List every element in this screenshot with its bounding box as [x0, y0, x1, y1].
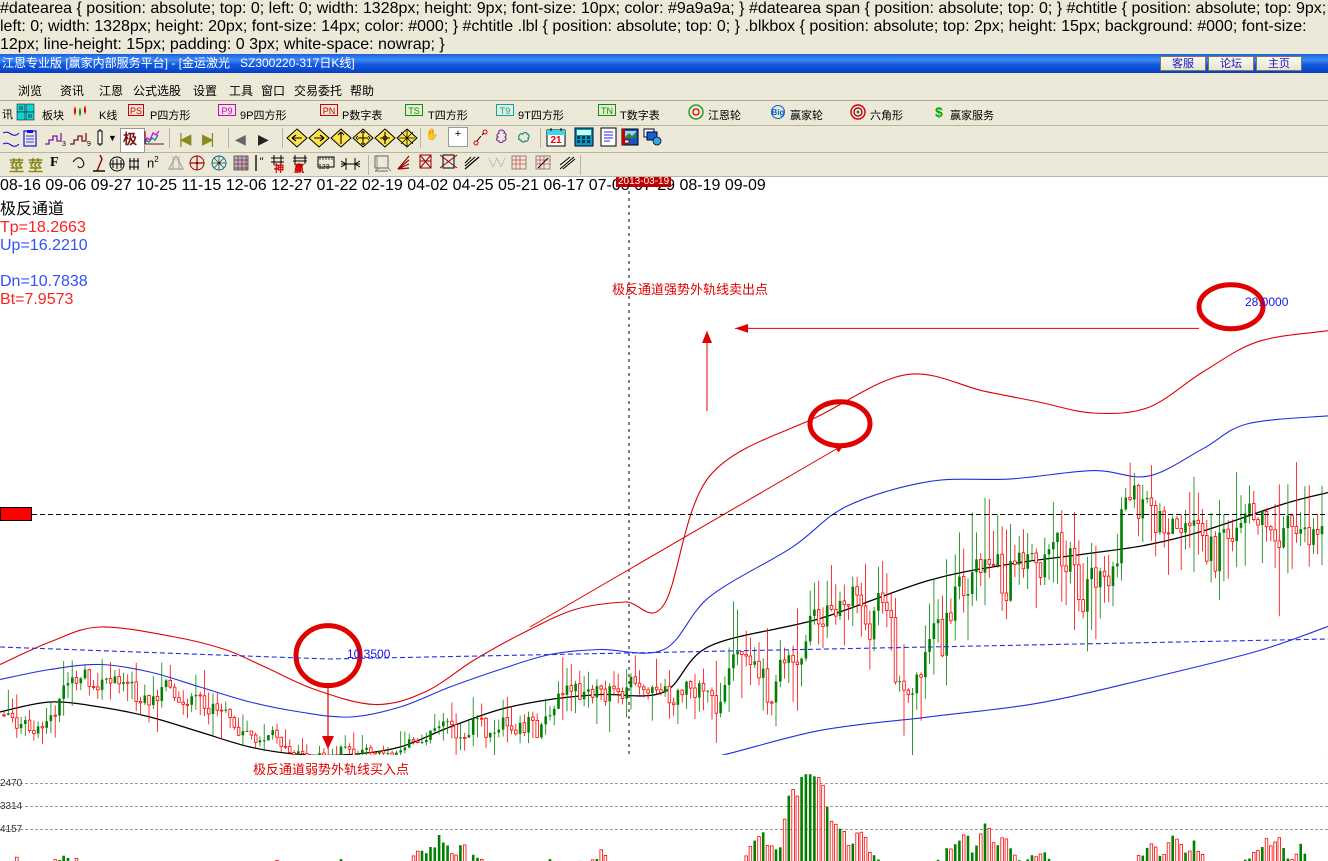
svg-text:21: 21: [550, 135, 562, 146]
svg-text:9: 9: [87, 141, 91, 146]
svg-text:": ": [259, 156, 264, 168]
svg-text:神: 神: [274, 162, 284, 173]
svg-text:3: 3: [62, 141, 66, 146]
svg-text:Big: Big: [772, 108, 785, 117]
svg-text:123: 123: [318, 164, 330, 170]
svg-text:极: 极: [123, 131, 138, 147]
svg-text:赢: 赢: [294, 162, 304, 173]
